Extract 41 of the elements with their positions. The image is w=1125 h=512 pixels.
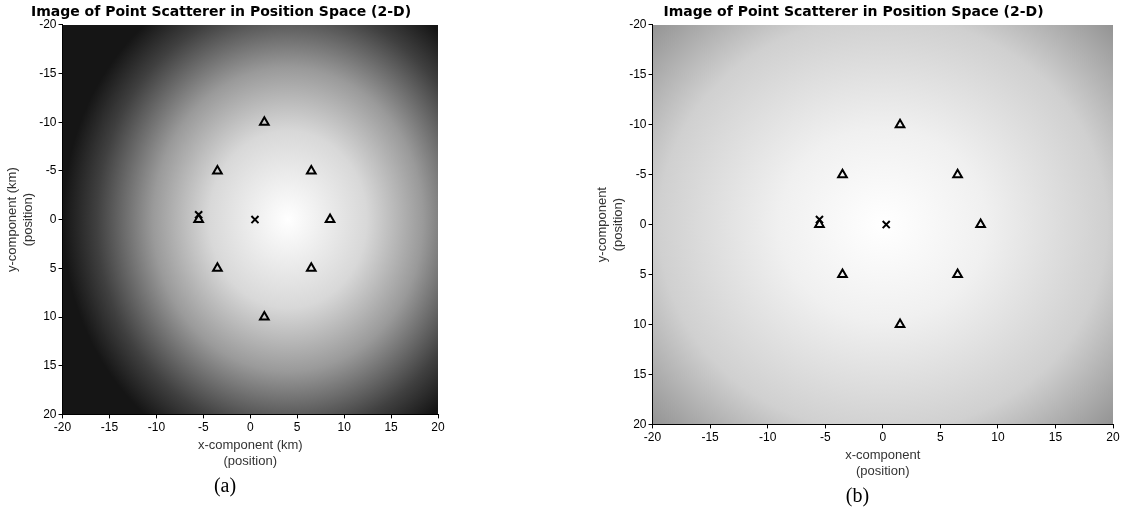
y-axis-title: y-component (km) (position) — [4, 167, 35, 272]
y-tick-label: -15 — [629, 67, 647, 82]
y-tick-label: 0 — [49, 211, 57, 226]
text: (b) — [844, 484, 871, 507]
x-tick-label: -10 — [758, 429, 777, 444]
chart-title: Image of Point Scatterer in Position Space (2-D) — [663, 3, 1044, 20]
y-tick-label: 10 — [43, 309, 57, 324]
x-axis-title: x-component (km) (position) — [197, 437, 303, 468]
y-tick-label: 10 — [633, 316, 647, 331]
x-tick-label: -15 — [100, 419, 119, 434]
y-tick-label: -10 — [629, 117, 647, 132]
x-tick-label: -5 — [819, 429, 831, 444]
y-tick-label: 5 — [639, 266, 647, 281]
y-tick-label: 0 — [639, 216, 647, 231]
x-tick-label: 15 — [1048, 429, 1063, 444]
x-axis-title: x-component (position) — [845, 447, 921, 478]
x-tick-label: 5 — [293, 419, 301, 434]
x-tick-label: 10 — [991, 429, 1005, 444]
y-tick-label: -15 — [39, 65, 57, 80]
x-tick-label: 20 — [431, 419, 445, 434]
x-tick-label: -15 — [701, 429, 720, 444]
y-tick-label: 15 — [633, 366, 647, 381]
y-tick-label: -10 — [39, 114, 57, 129]
y-tick-label: -5 — [45, 163, 57, 178]
x-tick-label: 20 — [1106, 429, 1120, 444]
y-axis-title: y-component (position) — [594, 186, 625, 263]
x-tick-label: 10 — [337, 419, 352, 434]
x-tick-label: 0 — [879, 429, 887, 444]
x-tick-label: 0 — [246, 419, 254, 434]
y-tick-label: -20 — [39, 17, 57, 32]
text: (a) — [212, 474, 238, 497]
x-tick-label: -5 — [198, 419, 209, 434]
x-tick-label: -10 — [147, 419, 166, 434]
y-tick-label: 5 — [49, 260, 57, 275]
x-tick-label: 5 — [936, 429, 944, 444]
x-tick-label: 15 — [384, 419, 399, 434]
y-tick-label: 20 — [43, 406, 57, 421]
chart-title: Image of Point Scatterer in Position Space (2-D) — [30, 3, 412, 20]
y-tick-label: -20 — [629, 17, 647, 32]
y-tick-label: -5 — [635, 166, 647, 181]
y-tick-label: 15 — [43, 358, 57, 373]
